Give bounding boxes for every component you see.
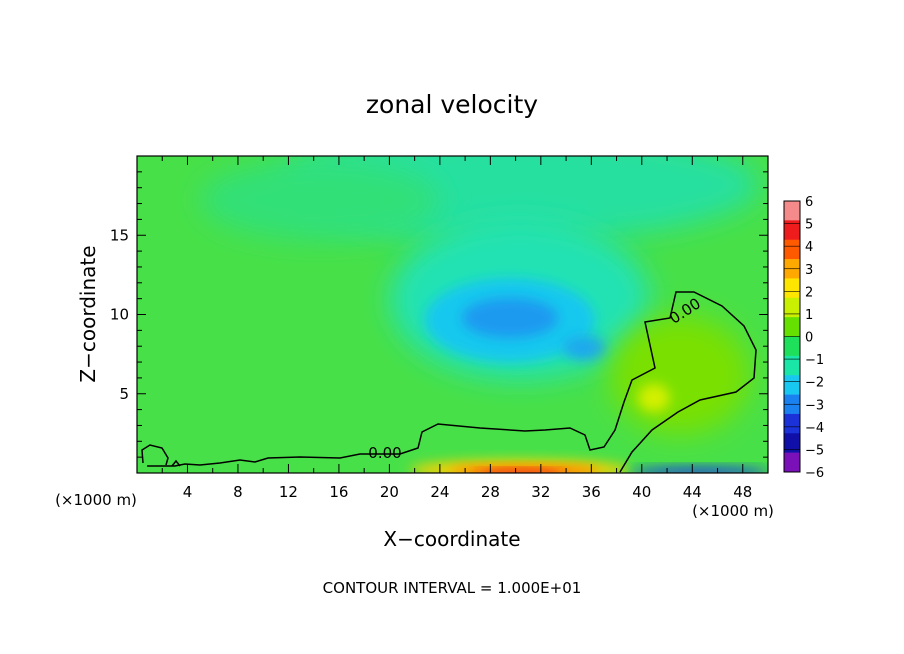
colorbar-label: −5 xyxy=(805,443,824,458)
y-tick-label: 15 xyxy=(110,226,129,244)
x-axis-ticks: 4 8 12 16 20 24 28 32 36 40 44 48 xyxy=(161,156,752,501)
chart-title: zonal velocity xyxy=(366,90,538,119)
plot-area xyxy=(137,156,768,473)
colorbar-segment xyxy=(784,239,800,260)
colorbar-segment xyxy=(784,201,800,221)
x-tick-label: 12 xyxy=(279,483,298,501)
zero-contour-small-closed xyxy=(171,459,181,467)
field-shading xyxy=(200,156,768,473)
colorbar-segment xyxy=(784,452,800,473)
colorbar-label: 4 xyxy=(805,240,813,255)
x-tick-label: 4 xyxy=(183,483,193,501)
x-tick-label: 32 xyxy=(531,483,550,501)
colorbar-label: −3 xyxy=(805,398,824,413)
colorbar-segment xyxy=(784,278,800,299)
x-tick-label: 8 xyxy=(233,483,243,501)
y-tick-label: 5 xyxy=(119,385,129,403)
colorbar-label: 1 xyxy=(805,308,813,323)
colorbar-label: −2 xyxy=(805,376,824,391)
zero-contour-lines xyxy=(141,291,757,473)
upper-left-transition-region xyxy=(200,160,440,240)
x-tick-label: 44 xyxy=(683,483,702,501)
blue-core-region xyxy=(462,298,558,338)
zero-contour-main xyxy=(147,291,757,473)
blue-secondary-region xyxy=(563,336,607,360)
colorbar-segment xyxy=(784,413,800,434)
y-axis-label: Z−coordinate xyxy=(76,245,100,382)
y-tick-label: 10 xyxy=(110,306,129,324)
x-unit-label-left: (×1000 m) xyxy=(55,491,137,509)
x-tick-label: 16 xyxy=(329,483,348,501)
x-tick-label: 20 xyxy=(380,483,399,501)
colorbar-segment xyxy=(784,336,800,357)
colorbar-segment xyxy=(784,433,800,453)
colorbar-segment xyxy=(784,220,800,241)
y-axis-ticks: 5 10 15 xyxy=(110,171,768,458)
x-unit-label-right: (×1000 m) xyxy=(692,502,774,520)
x-tick-label: 40 xyxy=(632,483,651,501)
colorbar-segment xyxy=(784,317,800,337)
surface-blue-region xyxy=(630,467,768,473)
colorbar-label: −1 xyxy=(805,353,824,368)
colorbar-segment xyxy=(784,375,800,395)
lime-region-right xyxy=(610,315,750,435)
contour-interval-footer: CONTOUR INTERVAL = 1.000E+01 xyxy=(323,579,582,597)
colorbar-segment xyxy=(784,355,800,376)
x-tick-label: 36 xyxy=(582,483,601,501)
colorbar-label: 3 xyxy=(805,263,813,278)
colorbar-label: 0 xyxy=(805,331,813,346)
colorbar-label: −4 xyxy=(805,421,824,436)
colorbar-label: 2 xyxy=(805,285,813,300)
x-axis-label: X−coordinate xyxy=(383,527,520,551)
colorbar-label: 6 xyxy=(805,195,813,210)
colorbar-label: −6 xyxy=(805,466,824,481)
yellow-green-region xyxy=(638,384,670,412)
colorbar-segment xyxy=(784,297,800,318)
x-tick-label: 28 xyxy=(481,483,500,501)
colorbar: 6 5 4 3 2 1 0 −1 −2 −3 −4 −5 −6 xyxy=(783,195,824,481)
colorbar-label: 5 xyxy=(805,218,813,233)
surface-red-region xyxy=(476,470,564,473)
zero-contour-left-bump xyxy=(141,444,169,466)
contour-label: 0.00 xyxy=(368,444,401,462)
x-tick-label: 24 xyxy=(430,483,449,501)
x-tick-label: 48 xyxy=(733,483,752,501)
